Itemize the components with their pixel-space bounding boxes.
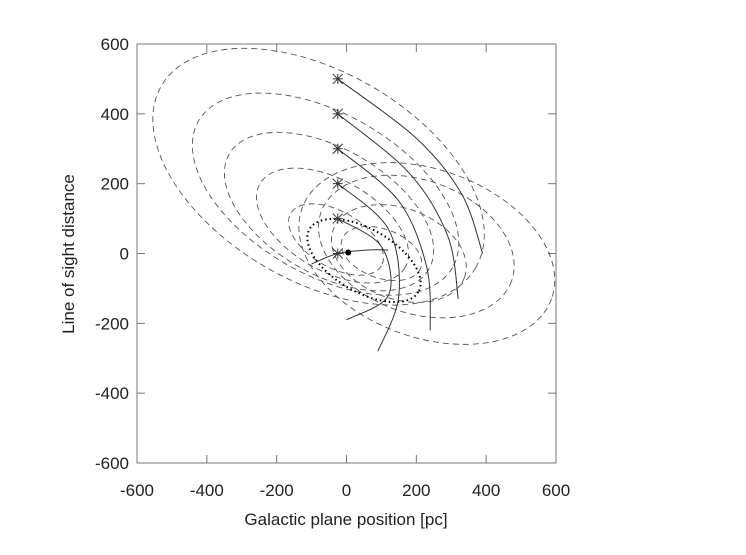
- dashed-ellipse: [288, 203, 384, 276]
- dashed-ellipse: [340, 225, 423, 282]
- center-point: [345, 249, 352, 256]
- star-marker: [332, 178, 344, 190]
- x-tick-label: -200: [260, 481, 294, 500]
- star-marker: [332, 248, 344, 259]
- dotted-ellipse: [306, 217, 422, 304]
- y-tick-label: 200: [101, 175, 129, 194]
- solid-curve: [337, 78, 484, 254]
- star-marker: [332, 213, 344, 224]
- x-tick-label: 200: [402, 481, 430, 500]
- x-axis-label: Galactic plane position [pc]: [244, 510, 447, 529]
- dashed-ellipse: [152, 47, 485, 306]
- dashed-ellipse: [223, 131, 435, 292]
- star-marker: [332, 143, 344, 155]
- dashed-ellipse: [318, 174, 515, 319]
- y-tick-label: 0: [120, 245, 129, 264]
- y-axis-label: Line of sight distance: [59, 174, 78, 334]
- y-tick-label: 400: [101, 105, 129, 124]
- x-tick-label: -600: [120, 481, 154, 500]
- y-tick-label: 600: [101, 35, 129, 54]
- x-tick-label: 600: [542, 481, 570, 500]
- star-marker: [332, 73, 344, 85]
- y-tick-label: -400: [95, 384, 129, 403]
- dashed-ellipse: [330, 204, 467, 303]
- y-tick-label: -600: [95, 454, 129, 473]
- dashed-ellipse: [298, 162, 556, 345]
- dashed-ellipse: [191, 92, 460, 296]
- solid-curve: [337, 183, 400, 352]
- star-marker: [332, 108, 344, 120]
- x-tick-label: 400: [472, 481, 500, 500]
- x-tick-label: 0: [342, 481, 351, 500]
- solid-curve: [337, 218, 392, 321]
- solid-curve: [337, 148, 431, 331]
- solid-curve: [311, 249, 389, 265]
- x-tick-label: -400: [190, 481, 224, 500]
- y-tick-label: -200: [95, 314, 129, 333]
- solid-curve: [337, 113, 459, 299]
